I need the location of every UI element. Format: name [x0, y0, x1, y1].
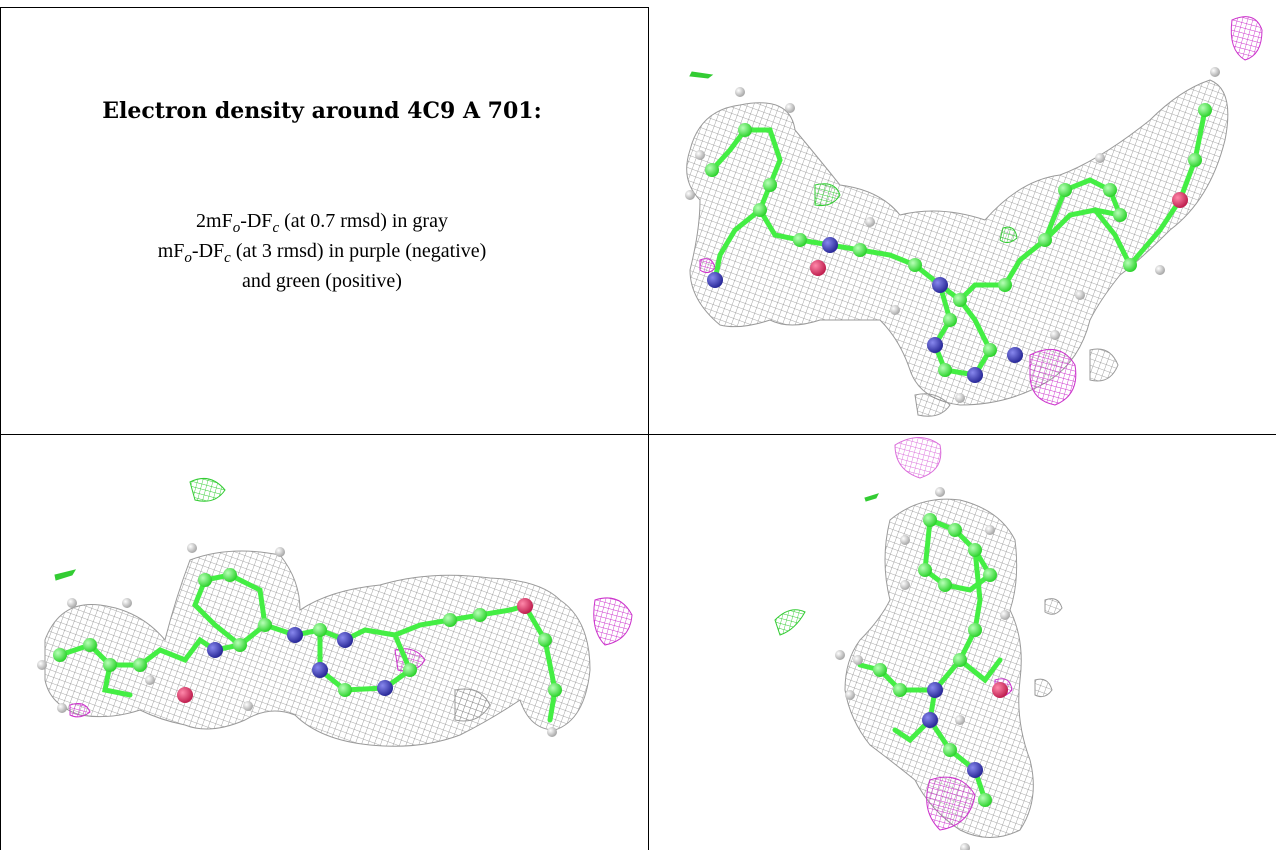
gray-mesh-fragment	[454, 688, 491, 722]
legend-line-2mfo: 2mFo-DFc (at 0.7 rmsd) in gray	[196, 210, 448, 236]
gray-mesh-envelope	[686, 79, 1229, 406]
density-view-bottom-left	[37, 477, 633, 747]
table-border-top	[0, 7, 649, 8]
density-view-top-right	[685, 16, 1263, 417]
purple-mesh-blob	[593, 597, 633, 646]
green-mesh-blob	[814, 183, 841, 206]
purple-mesh-blob	[894, 437, 942, 479]
purple-mesh-blob	[69, 703, 91, 718]
green-mesh-blob	[189, 477, 226, 502]
legend-line-mfo: mFo-DFc (at 3 rmsd) in purple (negative)	[157, 240, 487, 266]
purple-mesh-blob	[926, 776, 976, 831]
green-mesh-blob	[999, 226, 1018, 244]
gray-mesh-fragment	[1044, 598, 1063, 615]
green-mesh-blob	[864, 493, 879, 502]
atom-set	[685, 67, 1220, 403]
gray-mesh-fragment	[1034, 678, 1053, 698]
atom-set	[37, 543, 562, 737]
green-mesh-blob	[54, 569, 77, 581]
legend-line-positive: and green (positive)	[242, 270, 402, 292]
green-mesh-blob	[774, 609, 806, 636]
caption-cell: Electron density around 4C9 A 701: 2mFo-…	[12, 20, 632, 420]
table-divider-horizontal	[0, 434, 1276, 435]
purple-mesh-blob	[1230, 16, 1263, 61]
gray-mesh-fragment	[1089, 348, 1119, 382]
density-view-bottom-right	[774, 437, 1063, 850]
green-mesh-blob	[689, 71, 714, 79]
purple-mesh-blob	[1029, 348, 1077, 406]
gray-mesh-fragment	[914, 393, 951, 417]
gray-mesh-envelope	[844, 498, 1034, 838]
caption-title: Electron density around 4C9 A 701:	[102, 98, 542, 124]
table-divider-vertical	[648, 7, 649, 850]
atom-set	[835, 487, 1010, 850]
table-border-left	[0, 7, 1, 850]
